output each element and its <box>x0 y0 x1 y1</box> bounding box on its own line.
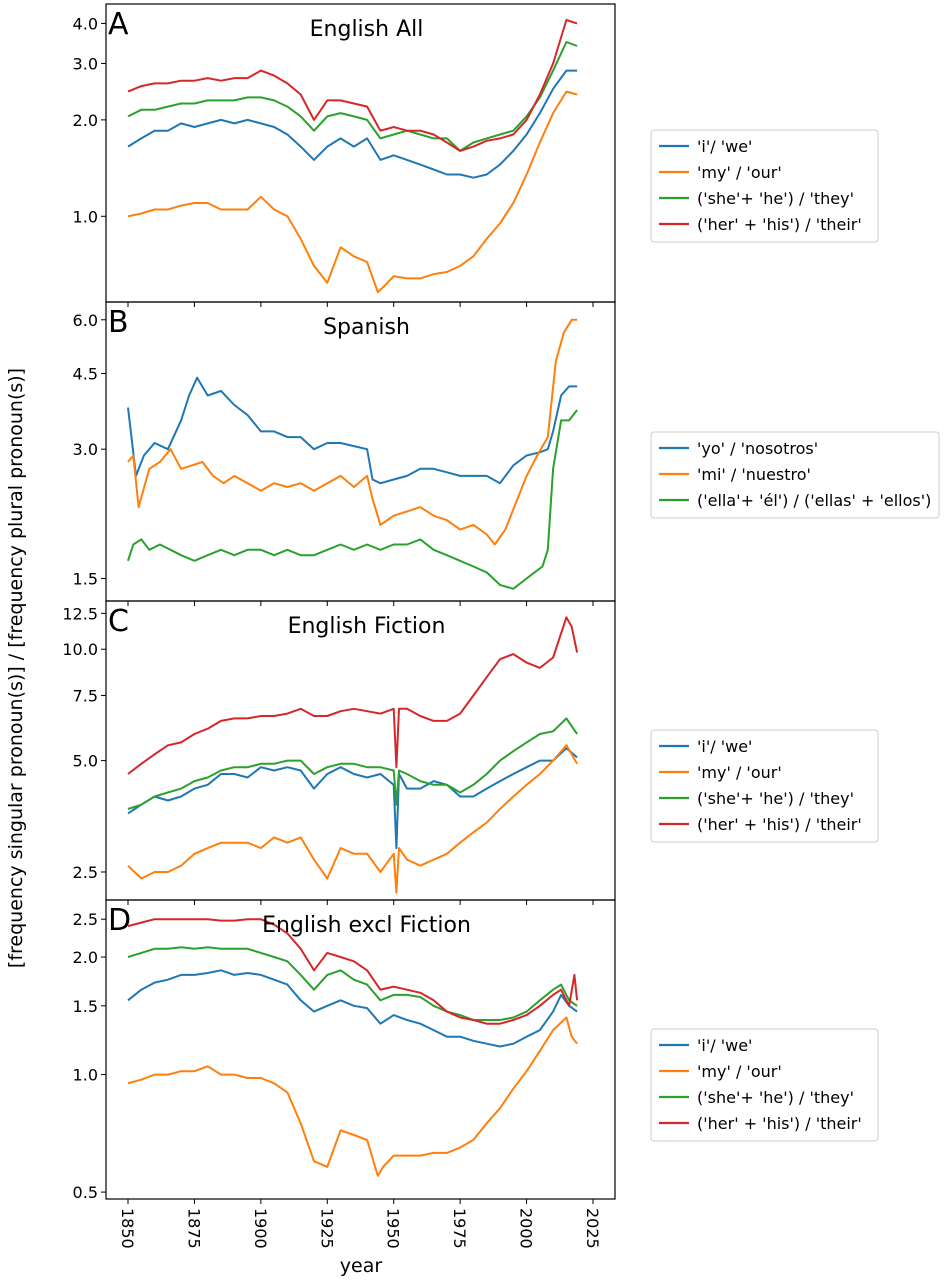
y-tick-label: 2.5 <box>73 910 98 929</box>
series-line-4 <box>127 918 579 1025</box>
legend-entry: 'i'/ 'we' <box>697 737 752 756</box>
y-tick-label: 4.0 <box>73 14 98 33</box>
series-line-2 <box>127 318 578 546</box>
chart-panels: 1.0 2.0 3.0 4.0 A English All 'i'/ 'we' 'my' / … <box>62 3 940 1249</box>
panel-title: English excl Fiction <box>262 913 471 938</box>
x-tick-label: 1925 <box>317 1208 336 1249</box>
series-line-1 <box>127 747 578 850</box>
panel-frame <box>105 899 616 1200</box>
y-tick-label: 2.5 <box>73 863 98 882</box>
x-tick-label: 1950 <box>384 1208 403 1249</box>
y-tick-label: 1.5 <box>73 997 98 1016</box>
panel-letter: B <box>108 305 129 340</box>
legend-box <box>650 431 940 519</box>
x-tick-label: 1875 <box>184 1208 203 1249</box>
series-line-4 <box>127 616 579 775</box>
y-tick-label: 10.0 <box>62 640 98 659</box>
legend-entry: 'mi' / 'nuestro' <box>697 465 811 484</box>
panel-b: 1.5 3.0 4.5 6.0 B Spanish 'yo' / 'nosotros' 'mi… <box>73 301 940 606</box>
legend-entry: 'yo' / 'nosotros' <box>697 439 818 458</box>
x-tick-label: 1900 <box>251 1208 270 1249</box>
y-axis-label: [frequency singular pronoun(s)] / [frequ… <box>5 368 27 968</box>
legend-entry: ('her' + 'his') / 'their' <box>697 1114 862 1133</box>
y-tick-label: 4.5 <box>73 364 98 383</box>
y-tick-label: 0.5 <box>73 1183 98 1202</box>
y-tick-label: 12.5 <box>62 604 98 623</box>
panel-a: 1.0 2.0 3.0 4.0 A English All 'i'/ 'we' 'my' / … <box>73 3 879 307</box>
y-tick-label: 2.0 <box>73 948 98 967</box>
legend-entry: ('she'+ 'he') / 'they' <box>697 189 854 208</box>
y-tick-label: 1.0 <box>73 1066 98 1085</box>
y-tick-label: 1.0 <box>73 207 98 226</box>
panel-title: English All <box>310 17 424 42</box>
legend-entry: ('she'+ 'he') / 'they' <box>697 1088 854 1107</box>
legend-box <box>650 1028 879 1142</box>
legend-entry: 'my' / 'our' <box>697 163 782 182</box>
series-line-1 <box>127 969 578 1048</box>
panel-frame <box>105 3 616 303</box>
legend-box <box>650 729 879 843</box>
y-tick-label: 1.5 <box>73 570 98 589</box>
series-line-2 <box>127 744 578 894</box>
series-line-1 <box>127 376 578 485</box>
panel-frame <box>105 600 616 901</box>
series-line-4 <box>127 19 578 152</box>
panel-letter: A <box>108 7 129 42</box>
x-tick-label: 1975 <box>450 1208 469 1249</box>
series-line-3 <box>127 946 578 1021</box>
legend-entry: 'i'/ 'we' <box>697 137 752 156</box>
series-line-1 <box>127 69 578 179</box>
y-tick-label: 5.0 <box>73 752 98 771</box>
legend-entry: 'my' / 'our' <box>697 763 782 782</box>
legend-entry: ('she'+ 'he') / 'they' <box>697 789 854 808</box>
series-line-3 <box>127 409 578 590</box>
panel-c: 2.5 5.0 7.5 10.0 12.5 C English Fiction 'i'/ 'w… <box>62 600 879 905</box>
x-axis-label: year <box>340 1255 383 1277</box>
y-tick-label: 2.0 <box>73 111 98 130</box>
panel-letter: C <box>108 604 129 639</box>
legend-entry: 'i'/ 'we' <box>697 1036 752 1055</box>
x-tick-label: 2025 <box>583 1208 602 1249</box>
y-tick-label: 7.5 <box>73 686 98 705</box>
y-tick-label: 3.0 <box>73 54 98 73</box>
series-line-3 <box>127 717 578 810</box>
panel-letter: D <box>108 903 131 938</box>
legend-entry: ('her' + 'his') / 'their' <box>697 815 862 834</box>
series-line-2 <box>127 1016 578 1177</box>
x-tick-label: 2000 <box>517 1208 536 1249</box>
panel-title: English Fiction <box>288 614 446 639</box>
legend-box <box>650 129 879 243</box>
y-tick-label: 3.0 <box>73 440 98 459</box>
y-tick-label: 6.0 <box>73 311 98 330</box>
legend-entry: ('her' + 'his') / 'their' <box>697 215 862 234</box>
legend-entry: 'my' / 'our' <box>697 1062 782 1081</box>
x-tick-label: 1850 <box>118 1208 137 1249</box>
legend-entry: ('ella'+ 'él') / ('ellas' + 'ellos') <box>697 491 931 510</box>
series-line-3 <box>127 41 578 152</box>
panel-title: Spanish <box>323 315 410 340</box>
panel-d: 0.5 1.0 1.5 2.0 2.5 D English excl Fiction 'i'/… <box>73 899 879 1204</box>
series-line-2 <box>127 90 578 294</box>
